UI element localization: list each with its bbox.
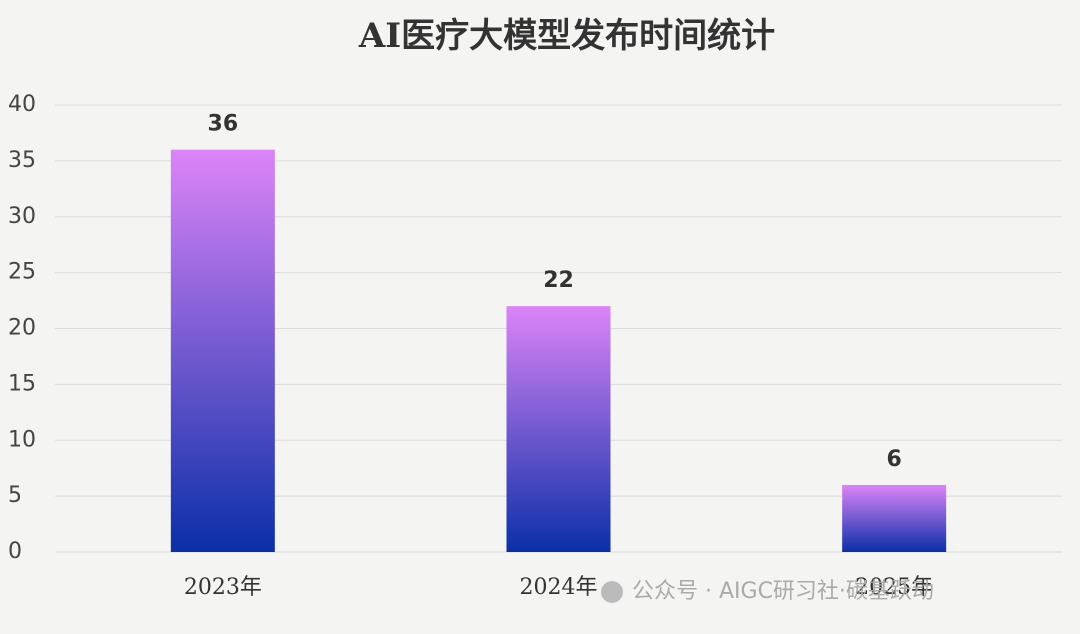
- y-tick-label: 30: [8, 204, 36, 229]
- y-tick-label: 10: [8, 427, 36, 452]
- x-tick-label: 2023年: [184, 575, 262, 600]
- y-tick-label: 20: [8, 316, 36, 341]
- plot: 0 5 10 15 20 25 30 35 40 36 2023年 22 2024年 6 2025年: [8, 92, 1062, 600]
- x-tick-label: 2025年: [855, 575, 933, 600]
- watermark-icon: [601, 581, 623, 603]
- value-label: 22: [543, 268, 574, 293]
- y-tick-label: 40: [8, 92, 36, 117]
- y-tick-label: 25: [8, 260, 36, 285]
- y-tick-label: 5: [8, 483, 22, 508]
- chart-title: AI医疗大模型发布时间统计: [358, 16, 775, 56]
- y-tick-label: 35: [8, 148, 36, 173]
- bar: [506, 306, 611, 552]
- bar: [842, 484, 947, 552]
- bar: [170, 149, 275, 552]
- watermark-text: 公众号 · AIGC研习社·碳基跃动: [632, 579, 934, 604]
- value-label: 6: [887, 447, 902, 472]
- watermark: 公众号 · AIGC研习社·碳基跃动: [601, 579, 934, 604]
- x-tick-label: 2024年: [520, 575, 598, 600]
- y-tick-label: 0: [8, 539, 22, 564]
- y-tick-label: 15: [8, 371, 36, 396]
- value-label: 36: [208, 112, 239, 137]
